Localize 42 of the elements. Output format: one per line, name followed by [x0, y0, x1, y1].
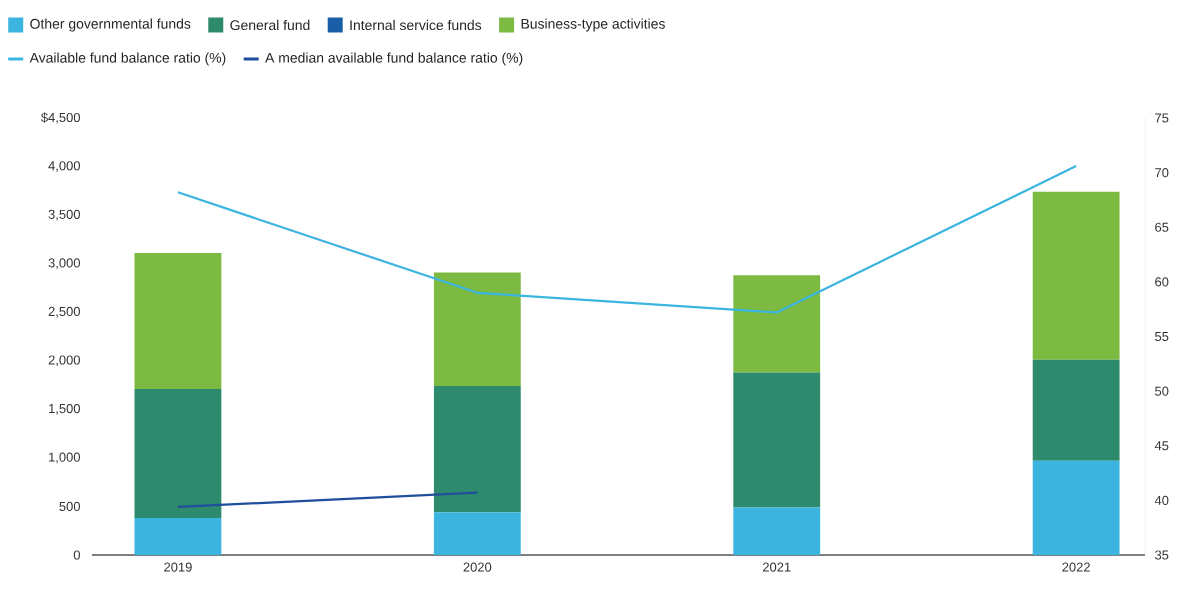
bar: [134, 388, 222, 519]
y-tick-label: 500: [59, 501, 80, 512]
legend-label: Business-type activities: [521, 18, 665, 32]
line-series: [176, 164, 1078, 314]
y-tick-label: 2,000: [48, 355, 80, 367]
y-tick-label: 0: [73, 550, 80, 560]
legend-label: General fund: [230, 19, 310, 31]
x-tick-label: 2020: [463, 562, 492, 572]
legend-label: Internal service funds: [350, 19, 482, 31]
y-tick-label: $4,500: [41, 112, 80, 124]
bar: [433, 512, 521, 555]
y2-tick-label: 75: [1155, 113, 1169, 123]
bar: [433, 272, 521, 387]
bar: [134, 252, 222, 389]
bar: [1032, 460, 1120, 555]
y2-tick-label: 65: [1155, 222, 1169, 232]
y2-tick-label: 50: [1155, 386, 1169, 396]
legend-label: Other governmental funds: [30, 18, 191, 32]
bar: [733, 275, 821, 373]
y-tick-label: 1,000: [49, 452, 80, 464]
x-tick-label: 2019: [164, 562, 192, 572]
y-tick-label: 3,500: [48, 209, 80, 221]
bar: [733, 507, 821, 555]
y-tick-label: 1,500: [49, 403, 80, 415]
y2-tick-label: 55: [1155, 331, 1169, 341]
bar: [433, 386, 521, 513]
y2-tick-label: 45: [1154, 441, 1169, 451]
bar: [1032, 359, 1120, 461]
x-tick-label: 2022: [1062, 562, 1090, 572]
legend-label: Available fund balance ratio (%): [29, 52, 226, 66]
bar: [134, 518, 222, 555]
y2-tick-label: 70: [1155, 168, 1169, 178]
y2-tick-label: 40: [1154, 495, 1169, 505]
y2-tick-label: 35: [1155, 550, 1169, 560]
y-tick-label: 3,000: [48, 258, 80, 269]
y2-tick-label: 60: [1155, 277, 1169, 287]
bar: [1032, 191, 1120, 360]
x-tick-label: 2021: [762, 562, 791, 572]
y-tick-label: 2,500: [48, 306, 80, 318]
bar: [733, 372, 821, 508]
y-tick-label: 4,000: [48, 161, 80, 172]
legend-label: A median available fund balance ratio (%): [265, 52, 523, 66]
